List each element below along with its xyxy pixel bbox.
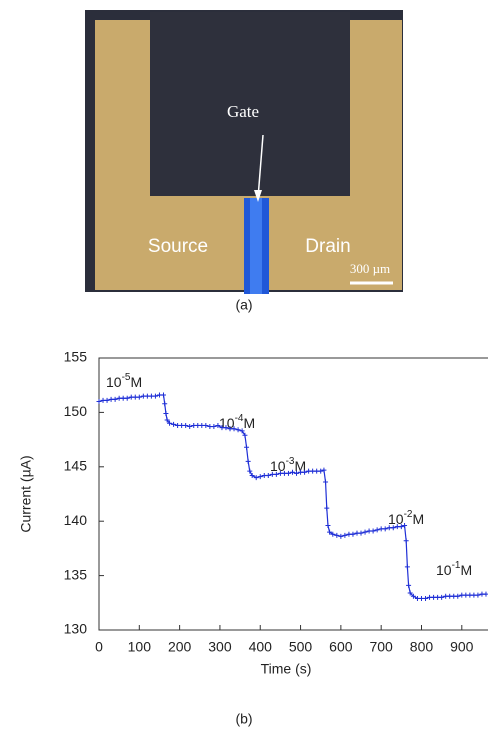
data-point [475, 593, 480, 598]
y-tick-label: 155 [64, 349, 88, 365]
data-point [324, 506, 329, 511]
data-point [163, 411, 168, 416]
data-point [371, 528, 376, 533]
annotation: 10-1M [436, 560, 472, 578]
data-point [236, 427, 241, 432]
annotation-unit: M [130, 374, 142, 390]
x-tick-label: 600 [329, 639, 353, 655]
annotation: 10-2M [388, 509, 424, 527]
annotation-base: 10 [436, 562, 452, 578]
data-point [286, 471, 291, 476]
data-point [318, 469, 323, 474]
channel [250, 198, 262, 294]
y-tick-label: 140 [64, 512, 88, 528]
data-point [247, 469, 252, 474]
y-tick-label: 145 [64, 458, 88, 474]
y-tick-label: 135 [64, 566, 88, 582]
data-point [483, 592, 488, 597]
data-point [183, 423, 188, 428]
data-point [171, 422, 176, 427]
data-point [350, 532, 355, 537]
data-point [363, 530, 368, 535]
data-point [455, 594, 460, 599]
annotation-unit: M [243, 415, 255, 431]
data-point [338, 534, 343, 539]
x-tick-label: 0 [95, 639, 103, 655]
data-point [342, 533, 347, 538]
data-line [99, 395, 486, 598]
data-point [153, 394, 158, 399]
data-point [359, 531, 364, 536]
x-tick-label: 800 [410, 639, 434, 655]
data-point [211, 424, 216, 429]
data-point [113, 397, 118, 402]
data-point [161, 392, 166, 397]
source-label: Source [148, 236, 208, 257]
annotation-unit: M [460, 562, 472, 578]
data-point [203, 423, 208, 428]
data-point [187, 424, 192, 429]
gate-label: Gate [227, 102, 259, 121]
photo: Gate Source Drain 300 µm [85, 10, 403, 294]
data-point [97, 399, 102, 404]
data-point [246, 459, 251, 464]
data-point [125, 396, 130, 401]
data-point [334, 533, 339, 538]
data-point [423, 596, 428, 601]
x-tick-label: 300 [208, 639, 232, 655]
caption: (a) [235, 297, 252, 313]
data-point [162, 401, 167, 406]
data-point [105, 398, 110, 403]
data-point [244, 445, 249, 450]
x-tick-label: 500 [289, 639, 313, 655]
x-tick-label: 700 [369, 639, 393, 655]
x-tick-label: 400 [249, 639, 273, 655]
x-tick-label: 900 [450, 639, 474, 655]
data-point [321, 468, 326, 473]
annotation: 10-5M [106, 372, 142, 390]
x-axis-label: Time (s) [261, 661, 312, 677]
y-tick-label: 150 [64, 403, 88, 419]
data-point [406, 583, 411, 588]
data-point [439, 595, 444, 600]
x-tick-label: 100 [128, 639, 152, 655]
figure: Gate Source Drain 300 µm (a) (b) Time (s… [0, 0, 488, 736]
x-tick-label: 200 [168, 639, 192, 655]
y-axis-label: Current (µA) [18, 455, 34, 532]
data-point [137, 395, 142, 400]
data-point [258, 474, 263, 479]
caption: (b) [235, 711, 252, 727]
data-point [323, 480, 328, 485]
data-point [405, 564, 410, 569]
data-point [383, 526, 388, 531]
data-point [375, 527, 380, 532]
drain-label: Drain [305, 236, 350, 257]
scale-label: 300 µm [350, 261, 390, 276]
annotation-base: 10 [106, 374, 122, 390]
data-point [325, 523, 330, 528]
plot-frame [99, 358, 488, 630]
annotation-base: 10 [270, 458, 286, 474]
data-point [266, 473, 271, 478]
annotation-unit: M [412, 511, 424, 527]
y-tick-label: 130 [64, 621, 88, 637]
data-point [404, 538, 409, 543]
